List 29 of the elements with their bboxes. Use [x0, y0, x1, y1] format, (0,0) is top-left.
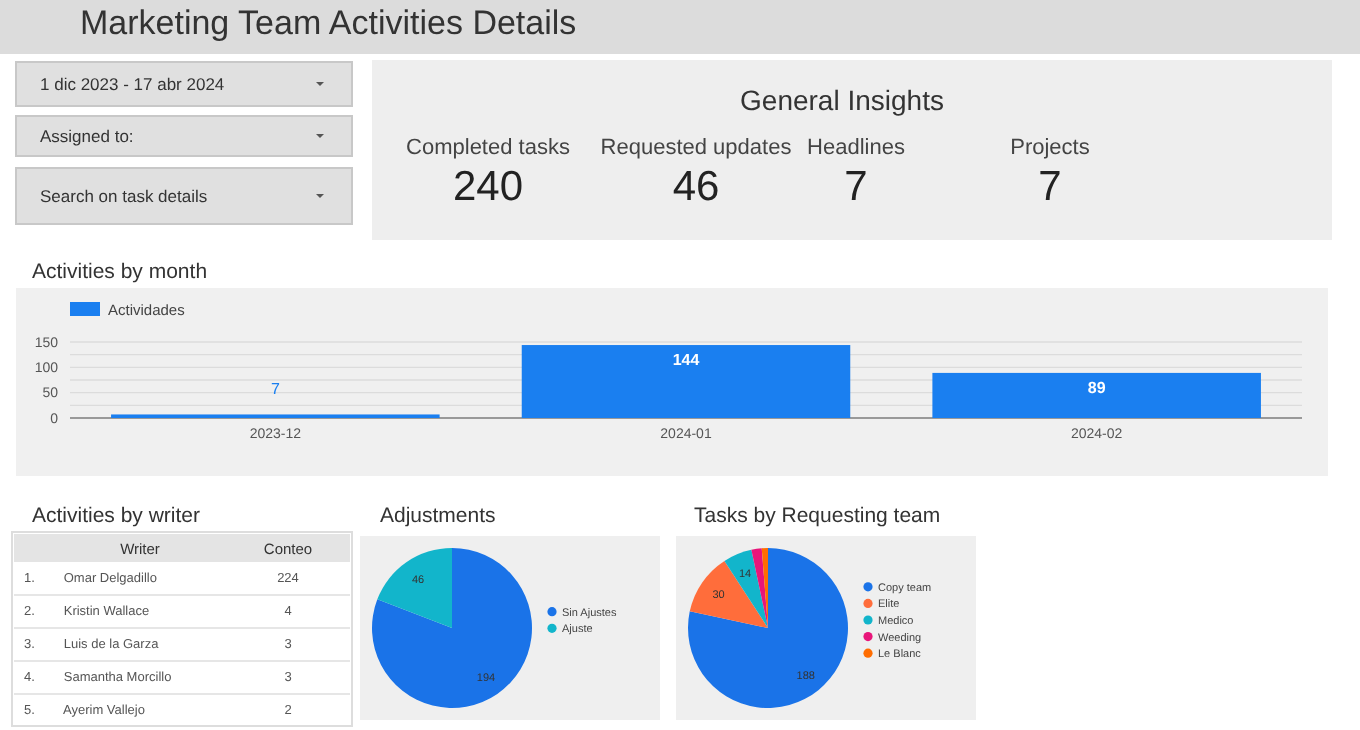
- pie-slice: [377, 548, 452, 628]
- text: Requested updates: [600, 136, 793, 160]
- text: General Insights: [740, 84, 944, 116]
- pie-slice: [688, 548, 848, 708]
- chart-title: Adjustments: [380, 504, 496, 528]
- chart-title: Activities by month: [32, 260, 208, 284]
- text: Headlines: [807, 136, 906, 160]
- text: Search on task details: [40, 186, 208, 206]
- text: 7: [844, 164, 868, 210]
- pie-slice: [751, 548, 768, 628]
- text: Projects: [1010, 136, 1091, 160]
- pie-slice: [724, 549, 768, 628]
- text: 240: [452, 164, 524, 210]
- text: Assigned to:: [40, 126, 134, 146]
- bar: [932, 372, 1261, 418]
- pie-slice: [689, 560, 768, 628]
- text: Marketing Team Activities Details: [80, 4, 577, 42]
- text: Activities by writer: [32, 504, 202, 528]
- data-label: 144: [672, 351, 701, 370]
- pie-slice: [372, 548, 532, 708]
- text: 7: [1038, 164, 1062, 210]
- data-label: 89: [1087, 378, 1107, 397]
- data-label: 7: [270, 380, 281, 399]
- text: Completed tasks: [406, 136, 571, 160]
- text: 1 dic 2023 - 17 abr 2024: [40, 74, 225, 94]
- chart-title: Tasks by Requesting team: [694, 504, 941, 528]
- bar: [521, 345, 851, 418]
- text: 46: [672, 164, 720, 210]
- pie-slice: [761, 548, 768, 628]
